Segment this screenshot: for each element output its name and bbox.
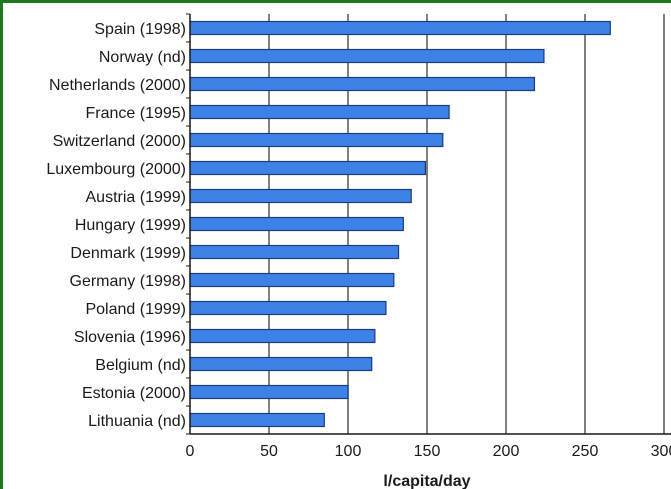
bar-13 (189, 384, 349, 400)
axes (186, 13, 671, 435)
bar-8 (189, 244, 400, 260)
bar-14 (189, 412, 325, 428)
bar-11 (189, 328, 376, 344)
x-axis-title: l/capita/day (383, 473, 470, 489)
bar-7 (189, 216, 404, 232)
x-tick-labels: 0 50 100 150 200 250 300 (186, 443, 671, 460)
x-tick-label: 50 (260, 443, 278, 460)
bar-5 (189, 160, 427, 176)
category-label: Netherlands (2000) (49, 77, 186, 94)
category-label: Estonia (2000) (82, 385, 186, 402)
x-tick-label: 200 (493, 443, 520, 460)
bar-10 (189, 300, 387, 316)
bars (189, 20, 611, 428)
category-label: Norway (nd) (99, 49, 186, 66)
category-label: Belgium (nd) (95, 357, 186, 374)
bar-4 (189, 132, 444, 148)
x-tick-label: 250 (572, 443, 599, 460)
bar-12 (189, 356, 373, 372)
bar-2 (189, 76, 536, 92)
bar-9 (189, 272, 395, 288)
category-label: Luxembourg (2000) (46, 161, 186, 178)
category-label: Slovenia (1996) (74, 329, 186, 346)
bar-0 (189, 20, 611, 36)
bar-1 (189, 48, 545, 64)
category-label: Austria (1999) (86, 189, 187, 206)
category-labels: Spain (1998) Norway (nd) Netherlands (2000… (46, 21, 186, 430)
category-label: Spain (1998) (94, 21, 186, 38)
category-label: Lithuania (nd) (88, 413, 186, 430)
category-label: Denmark (1999) (70, 245, 186, 262)
category-label: Poland (1999) (85, 301, 186, 318)
category-label: Hungary (1999) (75, 217, 186, 234)
x-tick-label: 0 (186, 443, 195, 460)
category-label: Germany (1998) (70, 273, 187, 290)
x-tick-label: 300 (651, 443, 671, 460)
category-label: France (1995) (86, 105, 187, 122)
x-tick-label: 150 (414, 443, 441, 460)
bar-3 (189, 104, 450, 120)
category-label: Switzerland (2000) (53, 133, 186, 150)
bar-6 (189, 188, 412, 204)
x-tick-label: 100 (335, 443, 362, 460)
